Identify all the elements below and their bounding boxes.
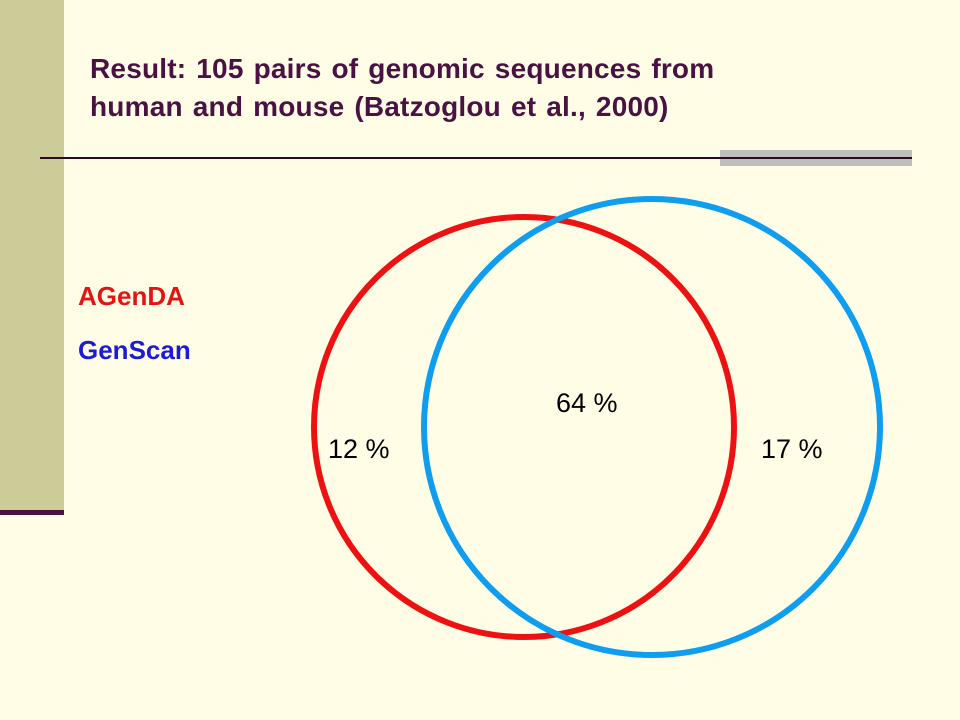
sidebar-decoration — [0, 0, 64, 510]
slide-title: Result: 105 pairs of genomic sequences f… — [90, 50, 870, 126]
slide-title-line-2: human and mouse (Batzoglou et al., 2000) — [90, 91, 669, 122]
legend-agenda-label: AGenDA — [78, 281, 185, 311]
title-divider — [40, 157, 912, 159]
genscan-circle — [421, 196, 883, 658]
venn-label-overlap: 64 % — [556, 388, 618, 418]
venn-label-genscan-only: 17 % — [761, 434, 823, 464]
sidebar-accent-line — [0, 510, 64, 515]
legend-genscan-label: GenScan — [78, 335, 191, 365]
venn-label-agenda-only: 12 % — [328, 434, 390, 464]
agenda-circle — [311, 214, 737, 640]
slide-title-line-1: Result: 105 pairs of genomic sequences f… — [90, 53, 715, 84]
